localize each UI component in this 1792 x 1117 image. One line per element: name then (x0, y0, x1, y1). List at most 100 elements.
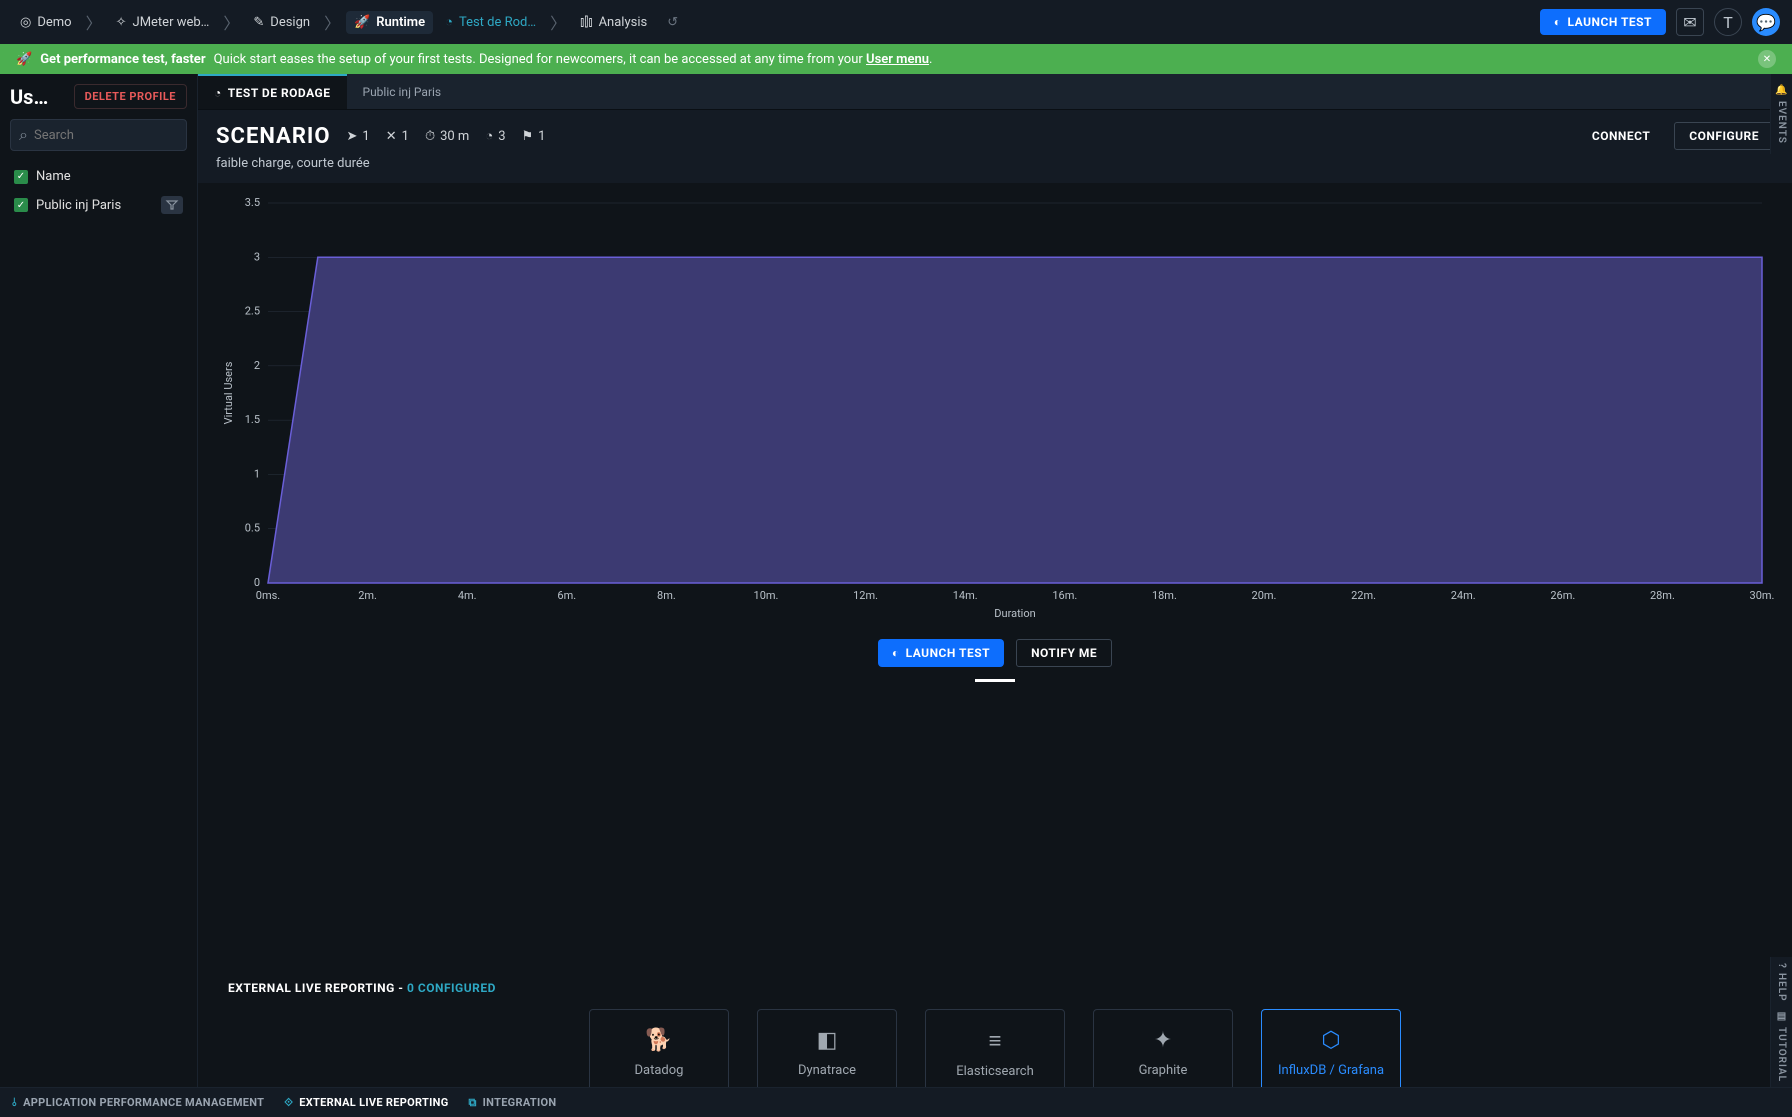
crumb-design[interactable]: ✎Design (245, 11, 318, 34)
checkbox-icon[interactable]: ✓ (14, 198, 28, 212)
topnav-right: ◐LAUNCH TEST ✉ T 💬 (1540, 8, 1780, 36)
sidebar-item-label: Public inj Paris (36, 198, 121, 213)
virtual-users-chart: 00.511.522.533.50ms.2m.4m.6m.8m.10m.12m.… (218, 193, 1772, 623)
svg-text:3.5: 3.5 (245, 196, 260, 209)
search-icon: ⌕ (19, 125, 28, 145)
svg-text:3: 3 (254, 250, 260, 263)
btab-apm[interactable]: ⫰APPLICATION PERFORMANCE MANAGEMENT (12, 1096, 264, 1110)
integration-icon: ◧ (817, 1028, 838, 1053)
clock-icon: ⏱ (425, 129, 435, 144)
tab-public-inj-paris[interactable]: Public inj Paris (347, 74, 458, 109)
svg-text:6m.: 6m. (557, 589, 576, 602)
gauge-icon: ◔ (214, 86, 222, 100)
bell-icon: 🔔 (1776, 84, 1787, 97)
ext-card-dynatrace[interactable]: ◧Dynatrace (757, 1009, 897, 1097)
integration-icon: 🐕 (645, 1028, 672, 1053)
stat-injectors: ➤1 (347, 129, 370, 144)
gauge-icon: ◔ (485, 128, 493, 144)
book-icon: ▤ (1776, 1011, 1787, 1023)
svg-text:24m.: 24m. (1451, 589, 1476, 602)
search-input[interactable] (34, 128, 200, 143)
launch-test-button-main[interactable]: ◐LAUNCH TEST (878, 639, 1004, 667)
grid-icon: ⧉ (469, 1096, 477, 1110)
ext-card-graphite[interactable]: ✦Graphite (1093, 1009, 1233, 1097)
btab-external[interactable]: ⟐EXTERNAL LIVE REPORTING (284, 1096, 448, 1110)
user-avatar[interactable]: T (1714, 8, 1742, 36)
svg-text:1.5: 1.5 (245, 413, 260, 426)
ext-card-label: Datadog (635, 1063, 684, 1078)
user-menu-link[interactable]: User menu (866, 52, 929, 67)
svg-text:2.5: 2.5 (245, 305, 260, 318)
crumb-analysis[interactable]: ⫾⫿⫾Analysis (572, 11, 655, 34)
checkbox-icon[interactable]: ✓ (14, 170, 28, 184)
crumb-jmeter[interactable]: ✧JMeter web… (108, 11, 218, 34)
rocket-icon: 🚀 (16, 52, 32, 67)
svg-text:Virtual Users: Virtual Users (222, 361, 235, 424)
svg-text:4m.: 4m. (458, 589, 477, 602)
filter-badge-icon[interactable] (161, 196, 183, 214)
x-icon: ✕ (386, 129, 397, 144)
stat-x: ✕1 (386, 129, 409, 144)
notify-me-button[interactable]: NOTIFY ME (1016, 639, 1112, 667)
search-box[interactable]: ⌕ (10, 119, 187, 151)
svg-text:0.5: 0.5 (245, 522, 260, 535)
chart-container: 00.511.522.533.50ms.2m.4m.6m.8m.10m.12m.… (198, 183, 1792, 967)
tab-indicator (975, 679, 1015, 682)
pulse-icon: ⟐ (284, 1096, 293, 1110)
crumb-runtime[interactable]: 🚀Runtime (346, 11, 433, 34)
ext-card-datadog[interactable]: 🐕 Datadog (589, 1009, 729, 1097)
chat-icon[interactable]: 💬 (1752, 8, 1780, 36)
connect-button[interactable]: CONNECT (1578, 122, 1664, 150)
bars-icon: ⫾⫿⫾ (580, 15, 592, 30)
tab-test-de-rodage[interactable]: ◔TEST DE RODAGE (198, 74, 347, 109)
crumb-demo[interactable]: ◎Demo (12, 11, 80, 34)
stat-gauge: ◔3 (485, 128, 505, 144)
inbox-icon[interactable]: ✉ (1676, 8, 1704, 36)
bottom-tabs: ⫰APPLICATION PERFORMANCE MANAGEMENT ⟐EXT… (0, 1087, 1792, 1117)
svg-text:8m.: 8m. (657, 589, 676, 602)
integration-icon: ≡ (989, 1028, 1002, 1054)
scenario-subtitle: faible charge, courte durée (216, 156, 1774, 171)
launch-test-button[interactable]: ◐LAUNCH TEST (1540, 9, 1666, 35)
rocket-icon: 🚀 (354, 15, 370, 30)
promo-banner: 🚀 Get performance test, faster Quick sta… (0, 44, 1792, 74)
events-rail[interactable]: 🔔EVENTS (1770, 74, 1792, 154)
crumb-test[interactable]: ◔Test de Rod… (437, 10, 544, 34)
scenario-header: SCENARIO ➤1 ✕1 ⏱30 m ◔3 ⚑1 CONNECT CONFI… (198, 110, 1792, 183)
ext-card-elasticsearch[interactable]: ≡Elasticsearch (925, 1009, 1065, 1097)
close-banner-button[interactable]: ✕ (1758, 50, 1776, 68)
chevron-right-icon: 〉 (86, 10, 102, 34)
send-icon: ➤ (347, 129, 358, 144)
chevron-right-icon: 〉 (324, 10, 340, 34)
half-circle-icon: ◐ (892, 646, 900, 660)
sidebar-title: Us… (10, 85, 48, 109)
half-circle-icon: ◐ (1554, 15, 1562, 29)
svg-text:Duration: Duration (994, 607, 1035, 620)
content: ◔TEST DE RODAGE Public inj Paris SCENARI… (198, 74, 1792, 1117)
svg-text:0ms.: 0ms. (256, 589, 281, 602)
checkbox-row-paris[interactable]: ✓ Public inj Paris (10, 190, 187, 220)
pen-icon: ✎ (253, 15, 264, 30)
sidebar-item-label: Name (36, 169, 71, 184)
svg-text:22m.: 22m. (1351, 589, 1376, 602)
help-rail[interactable]: ?HELP (1770, 957, 1792, 1007)
svg-text:0: 0 (254, 576, 260, 589)
ext-card-influxdb-grafana[interactable]: ⬡ InfluxDB / Grafana (1261, 1009, 1401, 1097)
svg-text:14m.: 14m. (953, 589, 978, 602)
integration-icon: ⬡ (1321, 1028, 1340, 1053)
configure-button[interactable]: CONFIGURE (1674, 122, 1774, 150)
svg-text:18m.: 18m. (1152, 589, 1177, 602)
checkbox-row-name[interactable]: ✓ Name (10, 163, 187, 190)
delete-profile-button[interactable]: DELETE PROFILE (74, 84, 187, 109)
svg-text:26m.: 26m. (1550, 589, 1575, 602)
chart-icon: ⫰ (12, 1096, 17, 1110)
svg-text:20m.: 20m. (1252, 589, 1277, 602)
banner-text: Quick start eases the setup of your firs… (214, 52, 933, 67)
stat-duration: ⏱30 m (425, 129, 469, 144)
tutorial-rail[interactable]: ▤TUTORIAL (1770, 1007, 1792, 1087)
ext-card-label: InfluxDB / Grafana (1278, 1063, 1384, 1078)
history-icon[interactable]: ↺ (659, 11, 686, 34)
gauge-icon: ◔ (445, 14, 453, 30)
btab-integration[interactable]: ⧉INTEGRATION (469, 1096, 557, 1110)
ext-card-label: Graphite (1139, 1063, 1188, 1078)
